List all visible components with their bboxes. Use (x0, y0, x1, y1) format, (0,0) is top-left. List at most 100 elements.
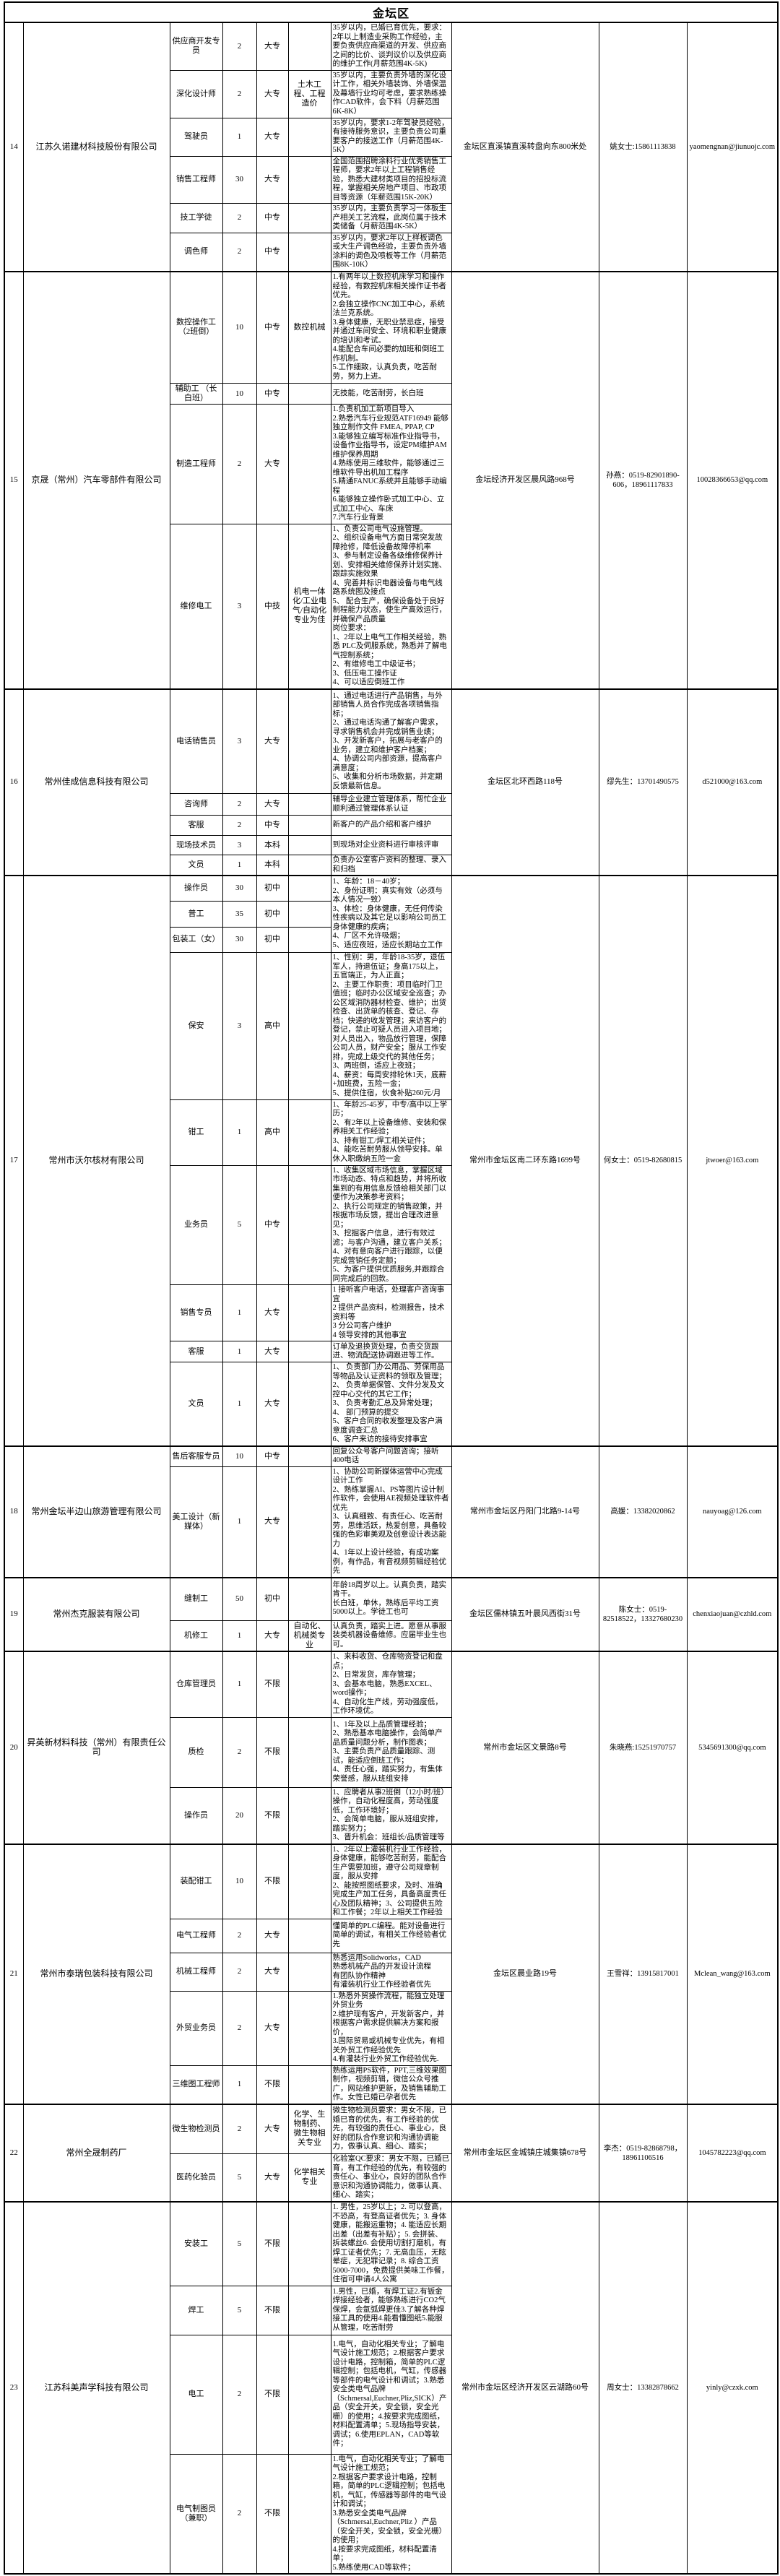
jobs-table: 金坛区 14 江苏久诺建材科技股份有限公司 供应商开发专员 2 大专 35岁以内，已婚已育… (4, 1, 779, 2575)
cell-addr: 金坛区北环西路118号 (451, 688, 599, 876)
cell-count: 3 (222, 951, 257, 1100)
cell-desc: 回复公众号客户问题咨询；接听400电话 (330, 1445, 452, 1467)
cell-edu: 大专 (256, 155, 289, 204)
cell-major (287, 1990, 332, 2066)
cell-addr: 常州市金坛区南二环东路1699号 (451, 875, 599, 1446)
cell-desc: 全国范围招聘涂料行业优秀销售工程师，要求2年以上工程销售经验，熟悉大建材类项目的… (330, 155, 452, 204)
cell-major (287, 2334, 332, 2455)
cell-desc: 化验室QC要求：男女不限，已婚已育，有工作经验的优先，有较强的责任心、事业心，良… (330, 2153, 452, 2203)
cell-position: 焊工 (169, 2285, 223, 2335)
cell-company: 常州全晟制药厂 (22, 2104, 170, 2203)
cell-count: 2 (222, 1716, 257, 1788)
cell-desc: 35岁以内，要求2年以上样板调色或大生产调色经验，主要负责外墙涂料的调色及喷板等… (330, 232, 452, 272)
cell-edu: 大专 (256, 1284, 289, 1341)
cell-email: 5345691300@qq.com (686, 1651, 779, 1844)
table-row: 普工 35 初中 (4, 900, 778, 928)
cell-desc: 1 接听客户电话，处理客户咨询事宜 2 提供产品资料，检测报告，技术资料等 3 … (330, 1284, 452, 1341)
cell-desc: 懂简单的PLC编程。能对设备进行简单的调试，有相关工作经验者优先 (330, 1918, 452, 1953)
cell-edu: 大专 (256, 793, 289, 816)
cell-count: 2 (222, 203, 257, 233)
cell-major (287, 203, 332, 233)
cell-desc: 1、负责公司电气设施管理。 2、组织设备电气方面日常突发故障抢修，降低设备故障停… (330, 523, 452, 689)
table-row: 机修工 1 大专 自动化、机械类专业 认真负责，踏实上进。愿意从事服装类机器设备维修。应… (4, 1620, 778, 1652)
cell-edu: 不限 (256, 2065, 289, 2105)
cell-count: 1 (222, 1362, 257, 1446)
cell-count: 1 (222, 855, 257, 876)
cell-desc: 年龄18周岁以上。认真负责，踏实肯干。 长白班，单休，熟练后平均工资5000以上… (330, 1576, 452, 1621)
table-row: 医药化验员 5 大专 化学相关专业 化验室QC要求：男女不限，已婚已育，有工作经验的优先… (4, 2153, 778, 2203)
cell-edu: 中专 (256, 1164, 289, 1285)
cell-desc: 35岁以内，主要负责学习一体板生产相关工艺流程，此岗位属于技术类储备（月薪范围4… (330, 203, 452, 233)
cell-desc: 1、性别：男，年龄18-35岁，退伍军人，持退伍证；身高175以上，五官端正，为… (330, 951, 452, 1100)
cell-position: 微生物检测员 (169, 2104, 223, 2154)
cell-major (287, 2201, 332, 2286)
table-row: 16 常州佳成信息科技有限公司 电话销售员 3 大专 1、通过电话进行产品销售，与外部销售… (4, 688, 779, 876)
cell-count: 10 (222, 270, 257, 384)
cell-company: 常州金坛半边山旅游管理有限公司 (22, 1445, 170, 1578)
cell-desc: 1、年龄：18－40岁； 2、身份证明：真实有效（必须与本人情况一致） 3、体检… (330, 875, 452, 953)
cell-position: 操作员 (169, 1786, 223, 1844)
cell-desc: 负责办公室客户资料的整理、录入和归档 (330, 855, 452, 876)
cell-edu: 大专 (256, 1952, 289, 1992)
table-row: 质检 2 不限 1、1年及以上品质管理经验； 2、熟悉基本电脑操作，会简单产品质量问题… (4, 1716, 778, 1788)
cell-edu: 大专 (256, 1620, 289, 1652)
cell-contact: 孙燕：0519-82901890-606，18961117833 (598, 270, 688, 689)
cell-desc: 辅导企业建立管理体系，帮忙企业顺利通过管理体系认证 (330, 793, 452, 816)
cell-position: 供应商开发专员 (169, 22, 223, 71)
cell-major (287, 875, 332, 902)
table-row: 保安 3 高中 1、性别：男，年龄18-35岁，退伍军人，持退伍证；身高175以上，五… (4, 951, 778, 1100)
cell-edu: 高中 (256, 951, 289, 1100)
cell-count: 20 (222, 1786, 257, 1844)
cell-major (287, 951, 332, 1100)
cell-count: 30 (222, 155, 257, 204)
cell-contact: 朱晓燕:15251970757 (598, 1651, 688, 1844)
cell-edu: 大专 (256, 2104, 289, 2154)
cell-edu: 本科 (256, 855, 289, 876)
cell-count: 10 (222, 383, 257, 405)
table-row: 咨询师 2 大专 辅导企业建立管理体系，帮忙企业顺利通过管理体系认证 (4, 793, 778, 816)
cell-desc: 熟悉运用Solidworks，CAD 熟悉机械产品的开发设计流程 有团队协作精神… (330, 1952, 452, 1992)
cell-count: 35 (222, 900, 257, 928)
cell-count: 2 (222, 815, 257, 836)
cell-count: 5 (222, 2285, 257, 2335)
cell-email: Mclean_wang@163.com (686, 1843, 779, 2105)
cell-contact: 姚女士:15861113838 (598, 22, 688, 272)
cell-major: 化学、生物制药、微生物相关专业 (287, 2104, 332, 2154)
cell-major (287, 2285, 332, 2335)
cell-contact: 周女士：13382878662 (598, 2201, 688, 2575)
cell-count: 2 (222, 1952, 257, 1992)
cell-major: 机电一体化/工业电气/自动化专业为佳 (287, 523, 332, 689)
table-row: 现场技术员 3 本科 到现场对企业资料进行审核评审 (4, 835, 778, 855)
cell-edu: 初中 (256, 1576, 289, 1621)
cell-desc: 新客户的产品介绍和客户维护 (330, 815, 452, 836)
cell-major (287, 155, 332, 204)
cell-position: 普工 (169, 900, 223, 928)
cell-position: 驾驶员 (169, 117, 223, 157)
cell-major (287, 117, 332, 157)
cell-major (287, 815, 332, 836)
table-row: 22 常州全晟制药厂 微生物检测员 2 大专 化学、生物制药、微生物相关专业 微生物检测员要… (4, 2104, 779, 2203)
cell-count: 2 (222, 2104, 257, 2154)
table-row: 21 常州市泰瑞包装科技有限公司 装配钳工 10 不限 1、2年以上灌装机行业工作经验，身… (4, 1843, 779, 2105)
cell-email: nauyoag@126.com (686, 1445, 779, 1578)
cell-major (287, 926, 332, 953)
table-row: 包装工（女） 30 初中 (4, 926, 778, 953)
cell-desc: 1.有两年以上数控机床学习和操作经验，有数控机床相关操作证书者优先。 2.会独立… (330, 270, 452, 384)
cell-email: 10028366653@qq.com (686, 270, 779, 689)
table-row: 销售专员 1 大专 1 接听客户电话，处理客户咨询事宜 2 提供产品资料，检测报告，技… (4, 1284, 778, 1341)
table-row: 19 常州杰克服装有限公司 缝制工 50 初中 年龄18周岁以上。认真负责，踏实肯干。 长… (4, 1576, 779, 1652)
cell-addr: 常州市金坛区金城镇庄城集镇678号 (451, 2104, 599, 2203)
cell-position: 电工 (169, 2334, 223, 2455)
cell-major (287, 232, 332, 272)
cell-major (287, 835, 332, 855)
cell-desc: 1.熟悉外贸操作流程，能独立处理外贸业务 2.维护现有客户，开发新客户，并根据客… (330, 1990, 452, 2066)
cell-count: 2 (222, 404, 257, 524)
cell-no: 18 (4, 1445, 24, 1578)
cell-count: 1 (222, 1284, 257, 1341)
cell-major (287, 900, 332, 928)
cell-count: 2 (222, 1918, 257, 1953)
table-row: 23 江苏科美声学科技有限公司 安装工 5 不限 1. 男性，25岁以上；2. 可以登高，… (4, 2201, 779, 2575)
cell-edu: 中专 (256, 232, 289, 272)
table-row: 钳工 1 高中 1、年龄25-45岁，中专/高中以上学历； 2、有2年以上设备维修、安… (4, 1099, 778, 1166)
cell-no: 15 (4, 270, 24, 689)
